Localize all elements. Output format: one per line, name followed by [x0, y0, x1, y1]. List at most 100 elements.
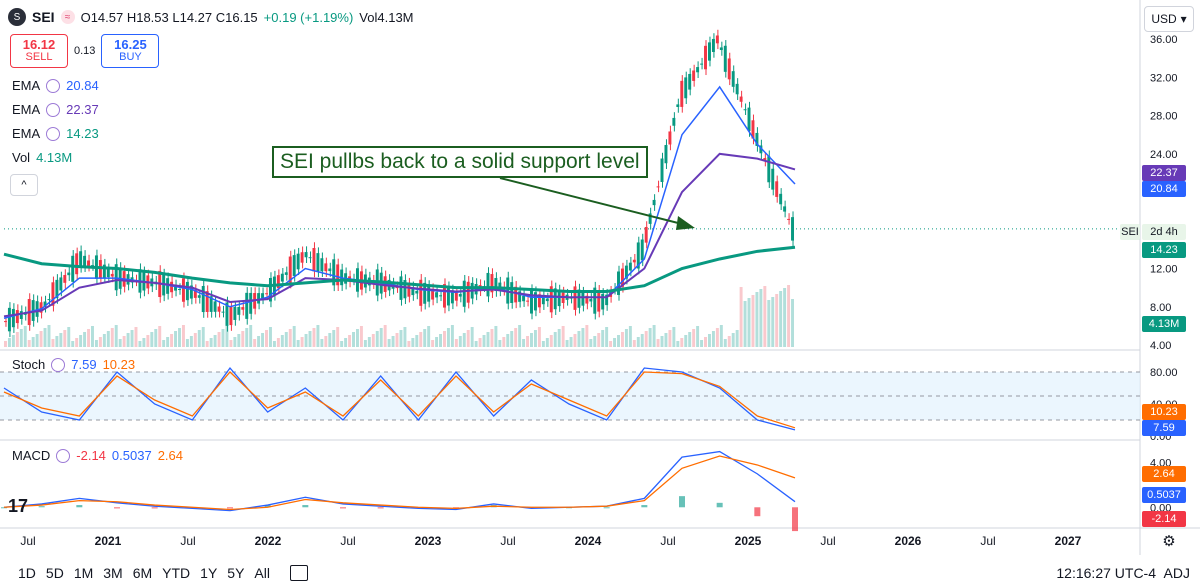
candle-body	[723, 45, 727, 72]
annotation-arrow	[499, 177, 691, 227]
volume-bar	[110, 328, 114, 347]
stoch-k-value: 7.59	[71, 357, 97, 372]
candle-body	[221, 311, 225, 313]
candle-body	[719, 47, 723, 51]
volume-bar	[249, 325, 253, 347]
volume-bar	[727, 336, 731, 347]
volume-bar	[783, 288, 787, 347]
volume-bar	[209, 338, 213, 347]
symbol-name[interactable]: SEI	[32, 9, 55, 25]
volume-bar	[466, 330, 470, 347]
price-tick-label: 28.00	[1150, 111, 1178, 123]
ema-legend-1[interactable]: EMA 20.84	[12, 78, 99, 93]
candle-body	[439, 295, 443, 297]
candle-body	[407, 283, 411, 297]
volume-bar	[435, 337, 439, 347]
ema-label: EMA	[12, 102, 41, 117]
flag-icon[interactable]: ≈	[60, 10, 75, 24]
ema-label: EMA	[12, 126, 41, 141]
stoch-legend[interactable]: Stoch 7.59 10.23	[12, 357, 135, 372]
range-button-ytd[interactable]: YTD	[162, 565, 191, 581]
volume-bar	[601, 330, 605, 347]
volume-bar	[359, 326, 363, 347]
vol-value: 4.13M	[36, 150, 73, 165]
volume-bar	[75, 338, 79, 347]
settings-cycle-icon[interactable]	[51, 357, 66, 372]
volume-bar	[391, 336, 395, 347]
range-button-3m[interactable]: 3M	[103, 565, 123, 581]
range-button-1y[interactable]: 1Y	[200, 565, 218, 581]
range-button-5y[interactable]: 5Y	[227, 565, 245, 581]
vol-legend[interactable]: Vol 4.13M	[12, 150, 72, 165]
ema3-price-tag: 14.23	[1142, 242, 1186, 258]
candle-body	[747, 107, 751, 132]
volume-bar	[375, 331, 379, 347]
range-button-1m[interactable]: 1M	[73, 565, 94, 581]
candle-body	[466, 281, 470, 303]
macd-histogram-bar	[38, 506, 45, 508]
range-button-1d[interactable]: 1D	[18, 565, 36, 581]
macd-legend[interactable]: MACD -2.14 0.5037 2.64	[12, 448, 183, 463]
compare-calendar-icon[interactable]	[289, 565, 308, 581]
candle-body	[632, 259, 636, 263]
range-button-6m[interactable]: 6M	[132, 565, 153, 581]
volume-bar	[71, 341, 75, 347]
buy-button[interactable]: 16.25 BUY	[101, 34, 160, 68]
settings-gear-icon[interactable]: ⚙	[1162, 533, 1176, 550]
candle-body	[415, 290, 419, 294]
candle-body	[166, 278, 170, 294]
chart-canvas[interactable]: 17 36.0032.0028.0024.0020.0016.0012.008.…	[0, 0, 1200, 560]
collapse-legend-button[interactable]: ^	[10, 174, 38, 196]
volume-bar	[126, 333, 130, 347]
volume-bar	[680, 338, 684, 347]
annotation-callout[interactable]: SEI pullbs back to a solid support level	[272, 146, 648, 178]
candle-body	[399, 276, 403, 300]
range-button-5d[interactable]: 5D	[45, 565, 64, 581]
volume-bar	[181, 325, 185, 347]
currency-selector[interactable]: USD ▾	[1144, 6, 1194, 32]
volume-bar	[166, 337, 170, 347]
candle-body	[336, 264, 340, 286]
volume-bar	[431, 340, 435, 347]
candle-body	[553, 288, 557, 310]
candle-body	[518, 291, 522, 302]
candle-body	[435, 292, 439, 298]
ema-legend-3[interactable]: EMA 14.23	[12, 126, 99, 141]
candle-body	[213, 301, 217, 312]
candle-body	[304, 252, 308, 258]
adjust-button[interactable]: ADJ	[1163, 565, 1190, 581]
sell-price: 16.12	[22, 37, 56, 52]
candle-body	[775, 181, 779, 197]
volume-bar	[237, 334, 241, 347]
volume-bar	[316, 325, 320, 347]
range-button-all[interactable]: All	[254, 565, 270, 581]
chevron-up-icon: ^	[21, 179, 27, 191]
sell-button[interactable]: 16.12 SELL	[10, 34, 68, 68]
volume-bar	[672, 327, 676, 347]
candle-body	[395, 287, 399, 289]
settings-cycle-icon[interactable]	[46, 102, 61, 117]
candle-body	[209, 296, 213, 312]
volume-bar	[158, 326, 162, 347]
macd-histogram-bar	[264, 505, 271, 508]
settings-cycle-icon[interactable]	[46, 126, 61, 141]
volume-bar	[213, 335, 217, 347]
volume-bar	[284, 332, 288, 347]
settings-cycle-icon[interactable]	[56, 448, 71, 463]
candle-body	[644, 226, 648, 243]
candle-body	[308, 257, 312, 259]
candle-body	[680, 80, 684, 107]
symbol-price-tag: SEI	[1120, 224, 1140, 240]
candle-body	[63, 274, 67, 283]
candle-body	[300, 252, 304, 263]
candle-body	[589, 298, 593, 302]
ema-legend-2[interactable]: EMA 22.37	[12, 102, 99, 117]
volume-bar	[613, 338, 617, 347]
volume-bar	[217, 332, 221, 347]
candle-body	[454, 292, 458, 301]
candle-body	[328, 268, 332, 272]
candle-body	[684, 77, 688, 99]
settings-cycle-icon[interactable]	[46, 78, 61, 93]
volume-bar	[332, 330, 336, 347]
candle-body	[735, 83, 739, 95]
